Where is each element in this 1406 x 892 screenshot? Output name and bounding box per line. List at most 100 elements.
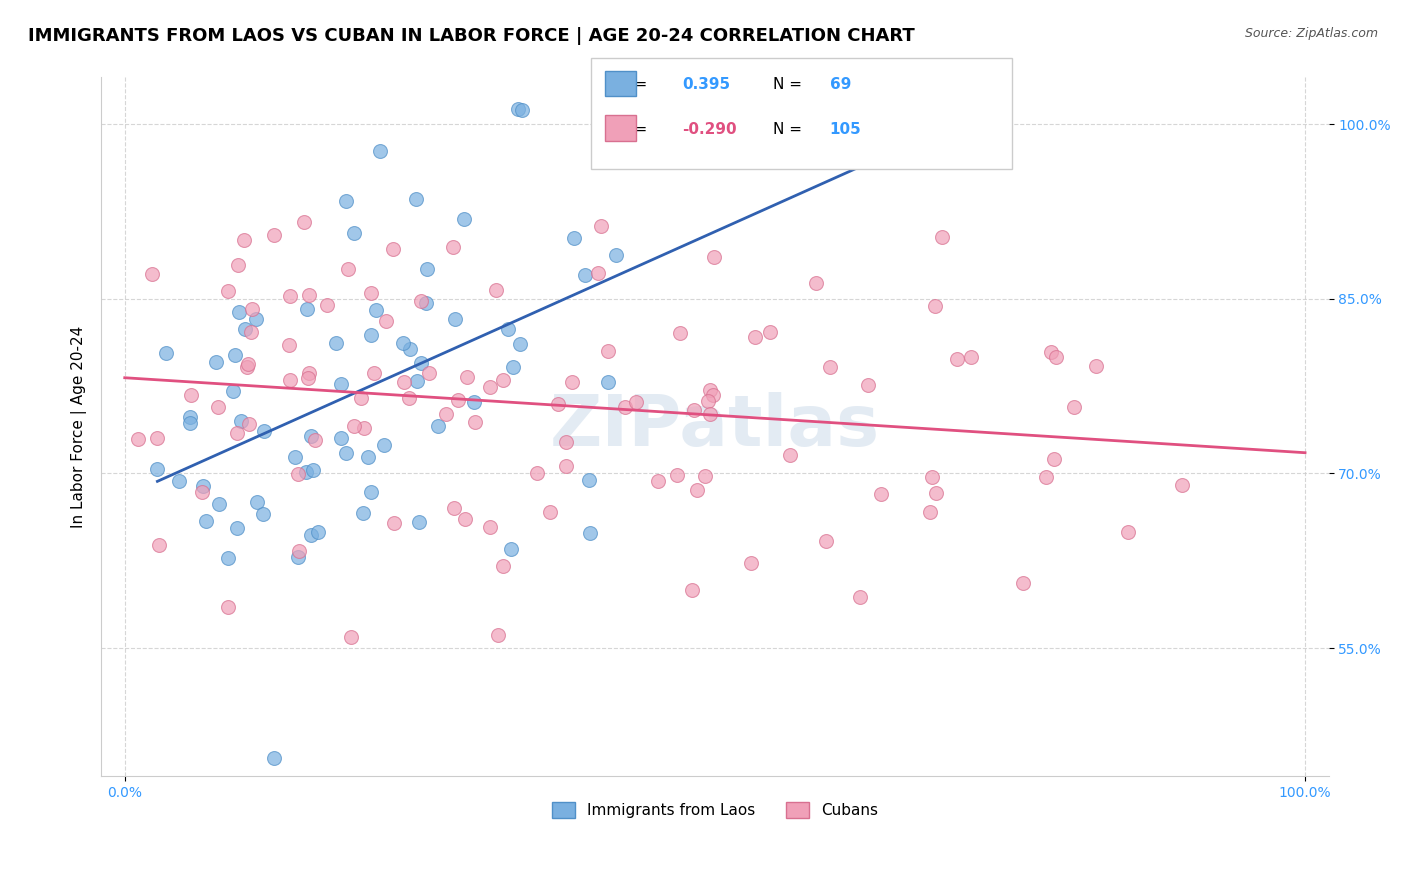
Point xyxy=(574,268,596,282)
Point xyxy=(191,485,214,500)
Point xyxy=(409,355,432,369)
Point xyxy=(405,192,427,206)
Point xyxy=(699,407,721,421)
Point xyxy=(870,487,893,501)
Point xyxy=(605,248,627,262)
Point xyxy=(464,416,486,430)
Point xyxy=(217,599,239,614)
Point xyxy=(409,294,432,309)
Point xyxy=(478,519,501,533)
Point xyxy=(307,524,329,539)
Point xyxy=(762,79,785,94)
Point xyxy=(479,380,502,394)
Point xyxy=(538,504,561,518)
Point xyxy=(374,314,396,328)
Point xyxy=(335,446,357,460)
Point xyxy=(205,354,228,368)
Point xyxy=(744,330,766,344)
Point xyxy=(849,590,872,604)
Point xyxy=(226,520,249,534)
Point xyxy=(299,528,322,542)
Point xyxy=(350,392,373,406)
Point xyxy=(579,526,602,541)
Point xyxy=(238,357,260,371)
Point xyxy=(858,377,880,392)
Point xyxy=(217,284,239,298)
Point xyxy=(193,478,215,492)
Point xyxy=(297,301,319,316)
Point xyxy=(246,494,269,508)
Point xyxy=(815,533,838,548)
Point xyxy=(441,240,464,254)
Point xyxy=(363,366,385,380)
Point xyxy=(330,376,353,391)
Point xyxy=(141,267,163,281)
Point xyxy=(1042,451,1064,466)
Point xyxy=(668,326,690,340)
Point xyxy=(759,325,782,339)
Point xyxy=(740,556,762,570)
Point xyxy=(526,466,548,480)
Point xyxy=(1040,344,1063,359)
Text: Source: ZipAtlas.com: Source: ZipAtlas.com xyxy=(1244,27,1378,40)
Point xyxy=(292,215,315,229)
Point xyxy=(804,276,827,290)
Point xyxy=(447,393,470,408)
Point xyxy=(394,375,416,389)
Point xyxy=(316,298,339,312)
Point xyxy=(195,514,218,528)
Point xyxy=(492,373,515,387)
Point xyxy=(226,258,249,272)
Point xyxy=(434,407,457,421)
Point xyxy=(336,261,359,276)
Point xyxy=(506,102,529,116)
Point xyxy=(1045,350,1067,364)
Point xyxy=(399,343,422,357)
Point xyxy=(1063,401,1085,415)
Point xyxy=(918,505,941,519)
Point xyxy=(302,463,325,477)
Point xyxy=(357,450,380,465)
Point xyxy=(180,387,202,401)
Point xyxy=(699,383,721,397)
Point xyxy=(238,417,260,431)
Text: N =: N = xyxy=(773,122,803,136)
Point xyxy=(598,375,620,389)
Point xyxy=(686,153,709,167)
Point xyxy=(925,486,948,500)
Point xyxy=(360,285,382,300)
Point xyxy=(208,497,231,511)
Text: 69: 69 xyxy=(830,78,851,92)
Point xyxy=(226,425,249,440)
Point xyxy=(277,338,299,352)
Point xyxy=(239,325,262,339)
Point xyxy=(589,219,612,234)
Point xyxy=(235,359,257,374)
Text: -0.290: -0.290 xyxy=(682,122,737,136)
Point xyxy=(702,388,724,402)
Point xyxy=(547,397,569,411)
Point xyxy=(453,211,475,226)
Point xyxy=(924,299,946,313)
Point xyxy=(486,627,509,641)
Point xyxy=(263,751,285,765)
Point xyxy=(360,485,382,500)
Point xyxy=(295,465,318,479)
Point xyxy=(502,359,524,374)
Point xyxy=(304,433,326,447)
Point xyxy=(485,283,508,297)
Point xyxy=(555,434,578,449)
Point xyxy=(392,335,415,350)
Point xyxy=(1116,525,1139,540)
Point xyxy=(444,312,467,326)
Point xyxy=(509,337,531,351)
Point xyxy=(217,550,239,565)
Point xyxy=(146,462,169,476)
Point xyxy=(179,416,201,430)
Point xyxy=(415,262,437,277)
Point xyxy=(299,429,322,443)
Point xyxy=(169,475,191,489)
Point xyxy=(492,559,515,574)
Point xyxy=(297,371,319,385)
Legend: Immigrants from Laos, Cubans: Immigrants from Laos, Cubans xyxy=(546,797,884,824)
